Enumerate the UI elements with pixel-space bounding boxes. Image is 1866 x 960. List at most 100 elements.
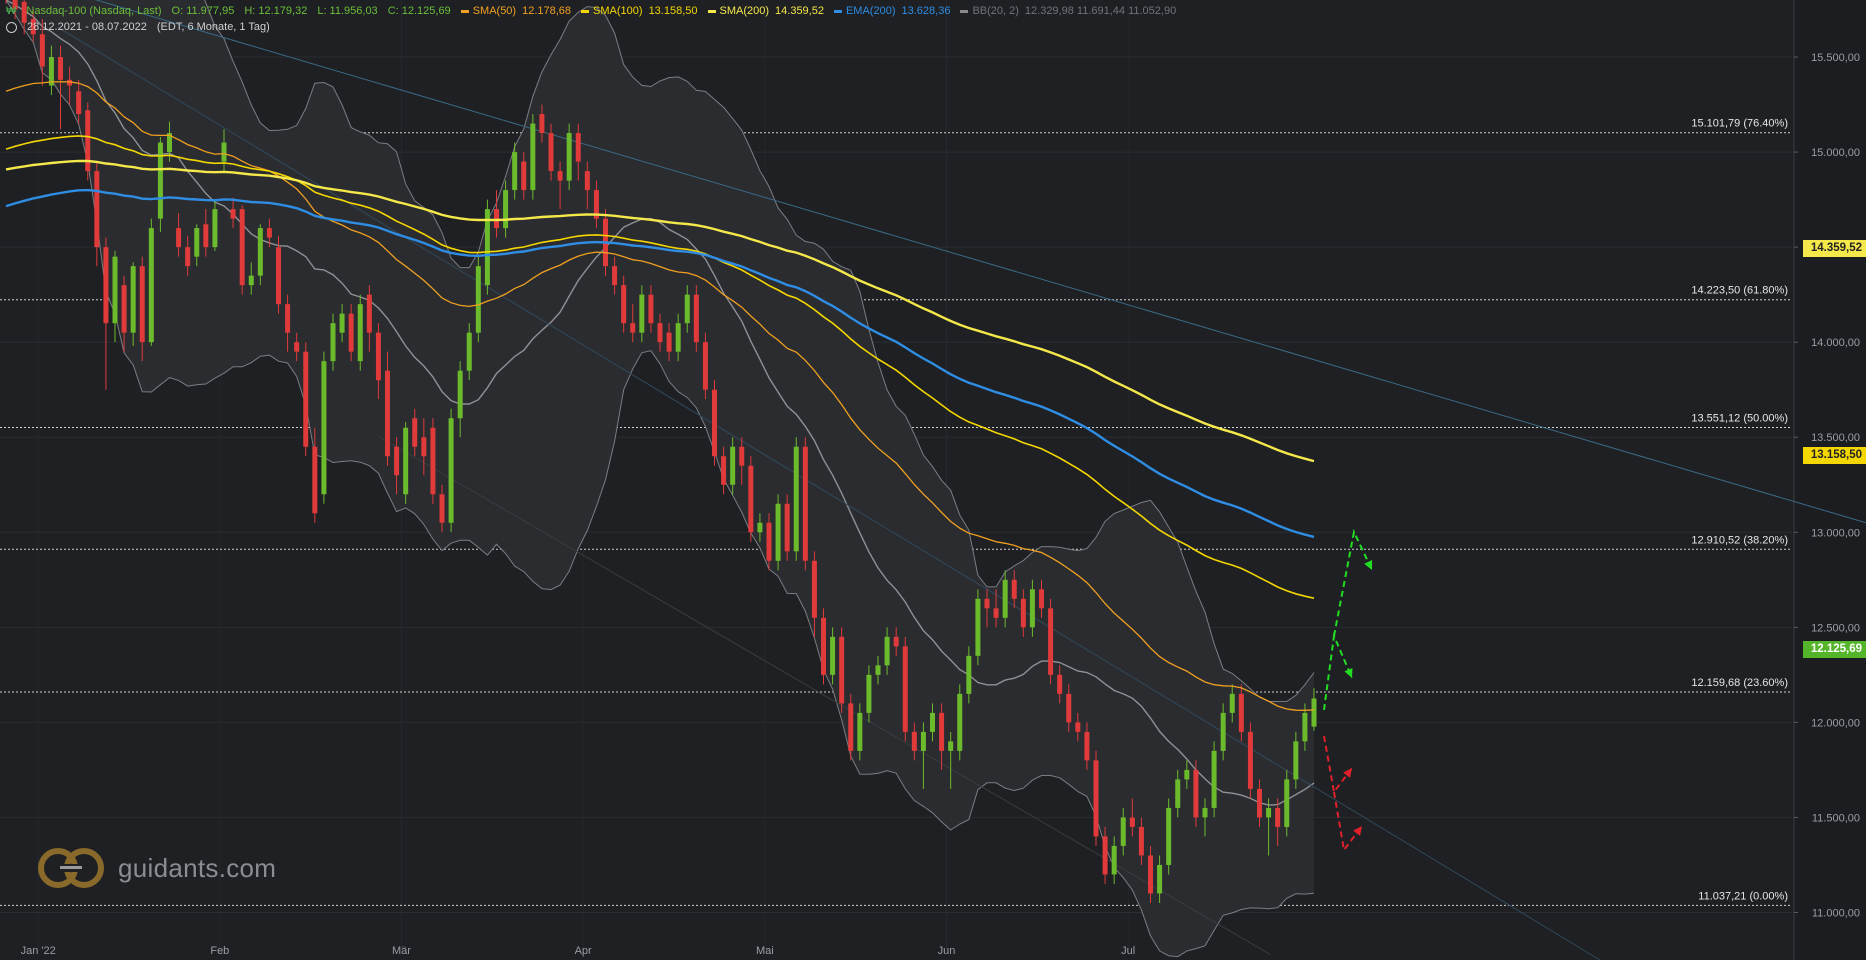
candle-body [684, 294, 690, 324]
candle-body [993, 608, 999, 618]
candle-body [212, 209, 218, 248]
candle-body [375, 332, 381, 381]
trend-line [94, 0, 1866, 524]
timeframe-meta[interactable]: (EDT, 6 Monate, 1 Tag) [156, 21, 270, 33]
indicator-name: SMA(200) [719, 5, 770, 17]
candle-body [1102, 836, 1108, 875]
candle-body [130, 266, 136, 333]
candle-body [366, 294, 372, 333]
y-tick-label: 12.000,00 [1811, 717, 1860, 729]
sma100-price-tag: 13.158,50 [1803, 447, 1866, 464]
indicator-legend-item[interactable]: SMA(200) 14.359,52 [707, 5, 824, 17]
candle-body [94, 171, 100, 248]
projection-arrow-up-long [1333, 528, 1373, 637]
candle-body [639, 294, 645, 333]
candle-body [957, 693, 963, 751]
candle-body [666, 332, 672, 352]
candle-body [811, 560, 817, 618]
candle-body [457, 370, 463, 419]
candle-body [294, 342, 300, 352]
candle-body [1266, 807, 1272, 818]
candle-body [466, 332, 472, 371]
trend-line [59, 28, 1601, 960]
indicator-swatch [833, 9, 842, 13]
candle-body [1311, 698, 1317, 727]
candle-body [1175, 779, 1181, 808]
indicator-legend-item[interactable]: BB(20, 2) 12.329,98 11.691,44 11.052,90 [960, 5, 1176, 17]
candle-body [167, 133, 172, 153]
candle-body [1238, 693, 1244, 732]
projection-arrow-up-short-head [1344, 668, 1353, 678]
candle-body [39, 34, 45, 67]
indicator-name: SMA(100) [593, 5, 643, 17]
candle-body [1229, 693, 1235, 713]
candle-body [48, 57, 54, 86]
candle-body [975, 598, 981, 656]
y-tick-label: 15.500,00 [1811, 52, 1860, 64]
candle-body [1166, 807, 1172, 865]
candle-body [793, 446, 799, 552]
candle-body [176, 228, 182, 248]
candle-body [76, 91, 82, 115]
candle-body [984, 598, 990, 609]
indicator-name: EMA(200) [845, 5, 896, 17]
date-range[interactable]: 28.12.2021 - 08.07.2022 [27, 21, 147, 33]
bollinger-band-fill [6, 0, 1314, 957]
candle-body [566, 133, 572, 181]
fib-level-label: 12.910,52 (38.20%) [1691, 534, 1788, 546]
candle-body [575, 133, 581, 162]
candle-body [784, 503, 790, 552]
indicator-value: 12.178,68 [522, 5, 572, 17]
candle-body [394, 446, 400, 476]
candle-body [539, 114, 545, 134]
candle-body [730, 446, 736, 485]
candle-body [1193, 769, 1199, 818]
watermark-text: guidants.com [118, 852, 277, 883]
candle-body [203, 224, 209, 248]
candle-body [357, 304, 363, 362]
projection-arrow-down-short-head [1343, 768, 1352, 778]
indicator-legend-item[interactable]: SMA(50) 12.178,68 [460, 5, 572, 17]
candle-body [303, 351, 309, 447]
indicator-name: BB(20, 2) [972, 5, 1019, 17]
x-tick-label: Apr [575, 945, 592, 957]
candle-body [1029, 589, 1035, 628]
trend-line [379, 436, 1271, 955]
candle-body [1202, 807, 1208, 818]
y-tick-label: 13.500,00 [1811, 432, 1860, 444]
candle-body [911, 731, 917, 751]
candle-body [248, 275, 254, 286]
ohlc-high: H: 12.179,32 [244, 5, 308, 17]
last-price-tag: 12.125,69 [1803, 641, 1866, 658]
ohlc-close: C: 12.125,69 [387, 5, 451, 17]
indicator-legend-item[interactable]: EMA(200) 13.628,36 [833, 5, 950, 17]
candle-body [939, 712, 945, 751]
candle-body [321, 361, 327, 495]
candle-body [930, 712, 935, 732]
candle-body [648, 294, 654, 324]
clock-icon [6, 21, 17, 33]
candle-body [1011, 579, 1017, 599]
candle-body [157, 142, 163, 219]
candle-body [385, 370, 390, 457]
candle-body [266, 228, 272, 238]
y-tick-label: 14.000,00 [1811, 337, 1860, 349]
x-tick-label: Mai [756, 945, 774, 957]
indicator-value: 14.359,52 [775, 5, 824, 17]
y-tick-label: 13.000,00 [1811, 527, 1860, 539]
candle-body [702, 342, 708, 390]
chart-type-icon[interactable]: ₩ [6, 5, 17, 17]
candle-body [112, 256, 118, 324]
indicator-legend-item[interactable]: SMA(100) 13.158,50 [581, 5, 698, 17]
candle-body [1048, 608, 1054, 675]
instrument-name[interactable]: Nasdaq-100 (Nasdaq, Last) [26, 5, 162, 17]
candle-body [439, 494, 445, 523]
projection-arrow-down-long-head [1353, 826, 1362, 836]
candle-body [866, 674, 872, 713]
candle-body [475, 266, 481, 333]
candle-body [139, 266, 145, 343]
bollinger-middle-line [5, 0, 1315, 806]
candle-body [557, 171, 563, 181]
candle-body [1066, 693, 1072, 723]
